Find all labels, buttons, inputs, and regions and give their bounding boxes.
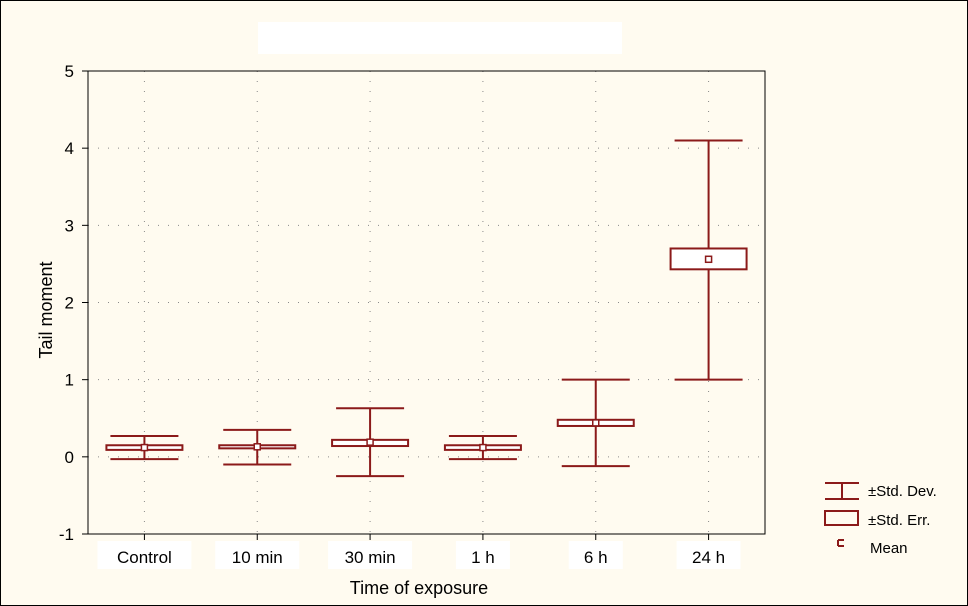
- plot-area: [87, 70, 766, 535]
- x-tick-label-2: 30 min: [345, 548, 396, 567]
- mean-marker-2: [366, 438, 374, 446]
- x-label-bg-3: [455, 541, 510, 569]
- x-axis-title: Time of exposure: [350, 578, 488, 598]
- y-tick-label-0: -1: [59, 525, 74, 544]
- y-tick-label-1: 0: [65, 448, 74, 467]
- x-axis: Control 10 min 30 min 1 h 6 h 24 h: [97, 534, 741, 569]
- y-tick-label-2: 1: [65, 371, 74, 390]
- x-tick-label-4: 6 h: [584, 548, 608, 567]
- x-tick-label-0: Control: [117, 548, 172, 567]
- y-tick-label-5: 4: [65, 139, 74, 158]
- x-tick-label-5: 24 h: [692, 548, 725, 567]
- y-tick-label-3: 2: [65, 294, 74, 313]
- x-label-bg-1: [215, 541, 300, 569]
- x-label-bg-5: [676, 541, 741, 569]
- x-label-bg-0: [97, 541, 192, 569]
- box-group-0: [105, 434, 184, 461]
- grid-lines: [88, 71, 765, 534]
- legend-mean-icon: [837, 539, 844, 547]
- legend-mean: Mean: [837, 539, 908, 557]
- x-tick-label-3: 1 h: [471, 548, 495, 567]
- x-label-bg-4: [568, 541, 623, 569]
- y-axis-title: Tail moment: [36, 261, 56, 358]
- legend-std-dev-label: ±Std. Dev.: [868, 483, 937, 500]
- legend-std-err-label: ±Std. Err.: [868, 512, 930, 529]
- legend-std-err: ±Std. Err.: [824, 510, 930, 529]
- legend-std-dev: ±Std. Dev.: [825, 482, 937, 500]
- mean-marker-3: [479, 443, 487, 452]
- mean-marker-5: [704, 255, 713, 264]
- x-label-bg-2: [328, 541, 413, 569]
- legend-std-dev-icon: [825, 482, 859, 500]
- mean-marker-1: [253, 443, 261, 451]
- box-group-3: [443, 434, 522, 461]
- chart-title-box: [258, 22, 622, 54]
- legend: ±Std. Dev. ±Std. Err. Mean: [824, 482, 937, 557]
- y-tick-label-4: 3: [65, 216, 74, 235]
- x-tick-label-1: 10 min: [232, 548, 283, 567]
- legend-std-err-icon: [824, 510, 859, 526]
- box-series: [105, 139, 748, 478]
- box-group-5: [669, 139, 748, 381]
- mean-marker-0: [140, 443, 149, 452]
- box-group-2: [331, 407, 410, 478]
- y-tick-label-6: 5: [65, 62, 74, 81]
- y-axis: -1 0 1 2 3 4 5: [59, 62, 88, 544]
- mean-marker-4: [592, 419, 600, 427]
- box-group-4: [556, 378, 635, 468]
- box-group-1: [218, 428, 297, 466]
- legend-mean-label: Mean: [870, 540, 908, 557]
